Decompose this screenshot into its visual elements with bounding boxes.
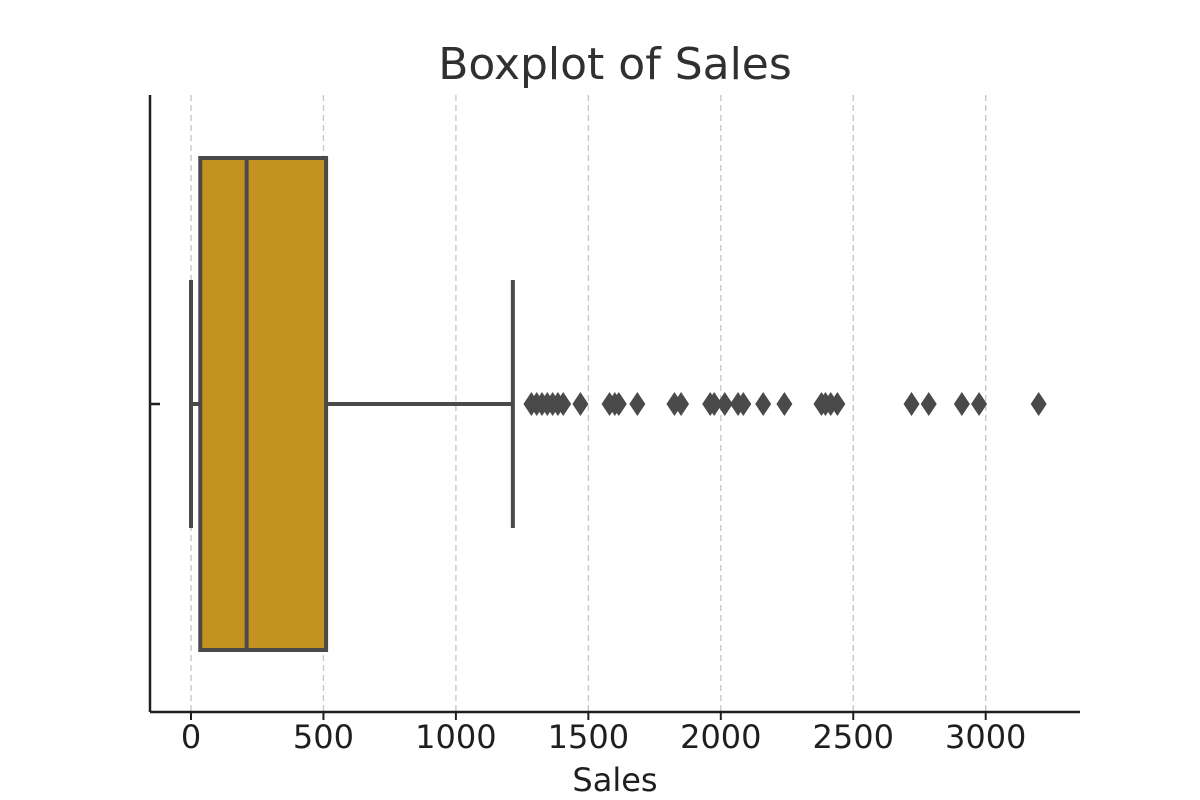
outlier-point-15 bbox=[706, 392, 723, 416]
outlier-point-19 bbox=[755, 392, 772, 416]
x-tick-label-4: 2000 bbox=[680, 718, 761, 756]
outlier-point-26 bbox=[920, 392, 937, 416]
outlier-point-6 bbox=[555, 392, 572, 416]
x-tick-label-3: 1500 bbox=[548, 718, 629, 756]
axis-layer bbox=[148, 95, 1080, 714]
tick-layer: 0 500 1000 1500 2000 2500 3000 bbox=[181, 712, 1026, 756]
x-tick-label-6: 3000 bbox=[945, 718, 1026, 756]
outlier-point-27 bbox=[953, 392, 970, 416]
outlier-point-29 bbox=[1030, 392, 1047, 416]
interquartile-box bbox=[198, 156, 329, 652]
outlier-layer bbox=[523, 392, 1047, 416]
outlier-point-24 bbox=[829, 392, 846, 416]
outlier-point-11 bbox=[629, 392, 646, 416]
box-layer bbox=[189, 156, 515, 652]
outlier-point-7 bbox=[572, 392, 589, 416]
outlier-point-25 bbox=[903, 392, 920, 416]
x-tick-label-5: 2500 bbox=[813, 718, 894, 756]
outlier-point-18 bbox=[735, 392, 752, 416]
outlier-point-20 bbox=[776, 392, 793, 416]
outlier-point-10 bbox=[610, 392, 627, 416]
x-axis-label: Sales bbox=[572, 761, 657, 799]
outlier-point-13 bbox=[673, 392, 690, 416]
outlier-point-28 bbox=[971, 392, 988, 416]
chart-title: Boxplot of Sales bbox=[438, 39, 792, 90]
x-tick-label-0: 0 bbox=[181, 718, 201, 756]
x-tick-label-1: 500 bbox=[293, 718, 354, 756]
outlier-point-16 bbox=[716, 392, 733, 416]
x-tick-label-2: 1000 bbox=[415, 718, 496, 756]
